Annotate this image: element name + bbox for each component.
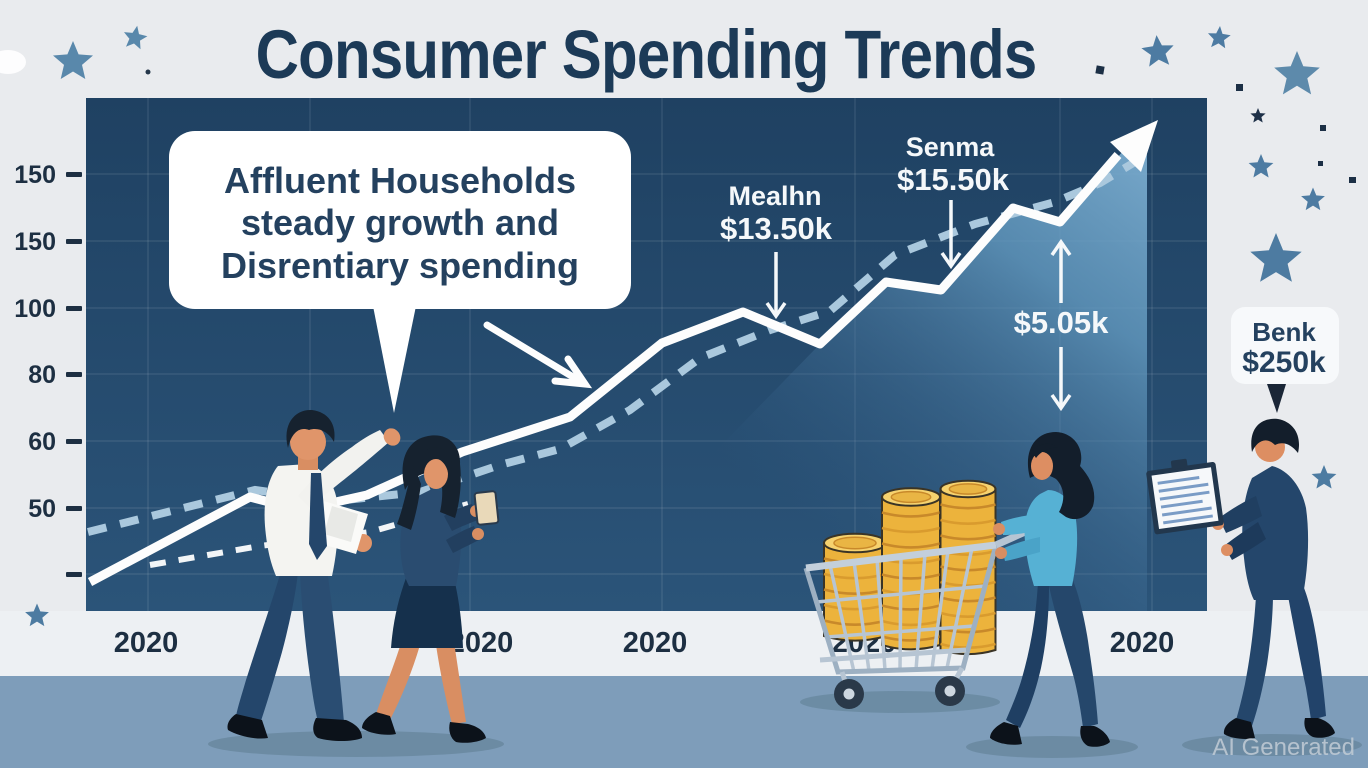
svg-text:Senma: Senma: [906, 132, 996, 162]
svg-text:2020: 2020: [623, 627, 688, 659]
svg-text:Consumer Spending Trends: Consumer Spending Trends: [256, 16, 1037, 93]
svg-text:$15.50k: $15.50k: [897, 162, 1010, 197]
svg-text:150: 150: [14, 161, 56, 189]
svg-text:100: 100: [14, 295, 56, 323]
svg-text:$250k: $250k: [1242, 346, 1326, 379]
svg-text:AI Generated: AI Generated: [1212, 734, 1355, 761]
svg-text:2020: 2020: [1110, 627, 1175, 659]
svg-text:80: 80: [28, 361, 56, 389]
svg-text:steady growth and: steady growth and: [241, 202, 559, 243]
svg-text:Affluent Households: Affluent Households: [224, 160, 576, 201]
svg-text:2020: 2020: [114, 627, 179, 659]
svg-text:Benk: Benk: [1252, 317, 1316, 347]
svg-text:60: 60: [28, 428, 56, 456]
svg-text:Disrentiary spending: Disrentiary spending: [221, 245, 579, 286]
svg-text:Mealhn: Mealhn: [728, 181, 821, 211]
svg-text:50: 50: [28, 495, 56, 523]
svg-text:150: 150: [14, 228, 56, 256]
svg-text:$13.50k: $13.50k: [720, 211, 833, 246]
svg-text:$5.05k: $5.05k: [1014, 305, 1110, 340]
